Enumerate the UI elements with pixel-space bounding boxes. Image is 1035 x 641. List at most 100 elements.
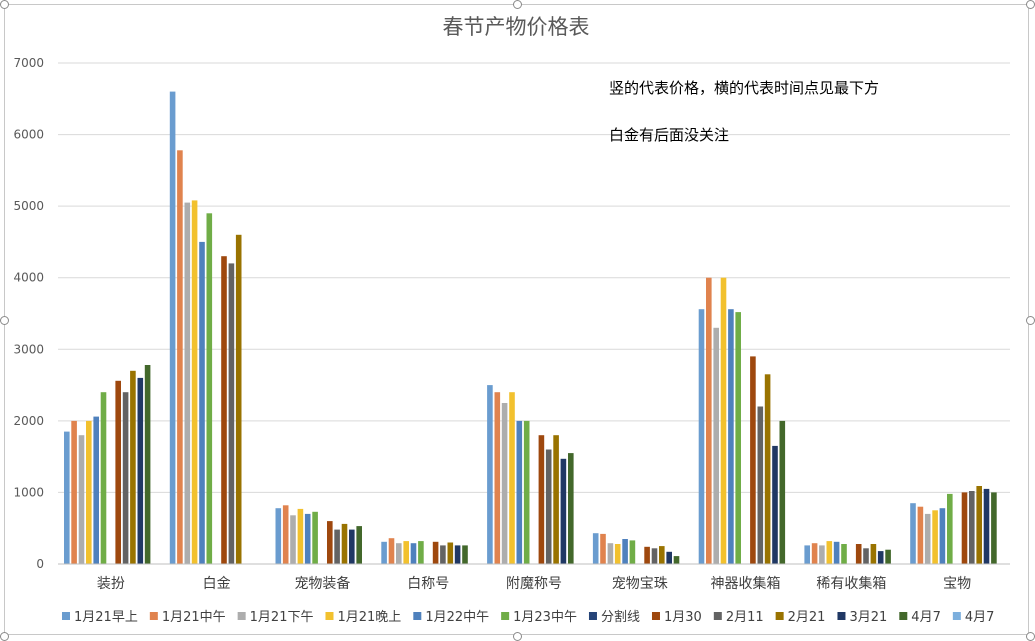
- legend-entry-label: 1月21晚上: [337, 610, 401, 625]
- bar: [600, 533, 606, 564]
- bar: [877, 551, 884, 564]
- bar: [169, 91, 176, 564]
- x-category-label: 装扮: [97, 576, 125, 592]
- bar: [122, 392, 129, 564]
- bar: [418, 541, 424, 564]
- bar: [327, 521, 333, 564]
- bar: [93, 416, 99, 564]
- y-tick-label: 0: [36, 557, 44, 571]
- bar: [297, 508, 304, 564]
- bar: [932, 510, 938, 564]
- bar: [553, 435, 559, 564]
- bar: [64, 431, 70, 564]
- bar: [750, 356, 756, 564]
- bar: [841, 544, 847, 564]
- bar: [71, 420, 77, 564]
- bar: [454, 545, 461, 564]
- bar: [462, 545, 468, 564]
- x-category-label: 宠物宝珠: [612, 576, 668, 592]
- bar: [523, 420, 530, 564]
- bar: [706, 277, 712, 564]
- legend[interactable]: 1月21早上 1月21中午 1月21下午 1月21晚上 1月22中午 1月23中午 分割线 1…: [62, 609, 994, 625]
- resize-handle-middle-left[interactable]: [0, 316, 9, 325]
- y-tick-label: 6000: [13, 128, 44, 142]
- bar: [516, 420, 523, 564]
- bar: [607, 543, 614, 564]
- y-tick-label: 2000: [13, 414, 44, 428]
- bar: [388, 538, 395, 564]
- bar: [381, 541, 387, 564]
- bar: [191, 200, 198, 564]
- bar: [720, 277, 727, 564]
- bar: [659, 546, 665, 564]
- bar: [312, 511, 318, 564]
- bar: [924, 513, 931, 564]
- bar: [568, 453, 574, 564]
- bar: [206, 213, 213, 565]
- legend-entry-label: 2月11: [726, 610, 764, 625]
- legend-swatch: [588, 612, 597, 620]
- bar: [275, 508, 282, 564]
- bar: [969, 491, 975, 564]
- bar: [947, 493, 953, 564]
- bar: [396, 543, 402, 564]
- bar: [432, 541, 439, 564]
- legend-entry-label: 1月21下午: [250, 610, 314, 625]
- x-category-label: 宝物: [943, 576, 971, 592]
- legend-entry-label: 1月23中午: [513, 610, 577, 625]
- bar: [991, 492, 997, 564]
- bar: [651, 548, 658, 564]
- x-category-label: 白称号: [407, 576, 449, 592]
- bar: [673, 556, 680, 564]
- legend-entry-label: 4月7: [965, 610, 995, 625]
- legend-entry-label: 1月21早上: [74, 610, 138, 625]
- gridlines: [58, 62, 1010, 493]
- bar: [199, 241, 205, 564]
- annotation-platinum-note: 白金有后面没关注: [609, 126, 729, 144]
- bar: [410, 543, 417, 564]
- x-category-label: 宠物装备: [294, 575, 350, 592]
- bar: [764, 374, 771, 564]
- bar: [228, 263, 235, 564]
- bar: [115, 380, 121, 564]
- bar: [757, 406, 764, 564]
- legend-entry-label: 3月21: [849, 610, 887, 625]
- bar: [560, 458, 567, 564]
- legend-swatch: [501, 612, 510, 620]
- bar: [100, 392, 107, 564]
- bar: [863, 548, 869, 564]
- legend-swatch: [899, 612, 908, 620]
- bar: [772, 445, 778, 564]
- bar: [698, 309, 705, 564]
- legend-swatch: [651, 612, 660, 620]
- bar: [78, 435, 85, 564]
- bar: [779, 420, 786, 564]
- legend-swatch: [237, 612, 246, 620]
- legend-swatch: [149, 612, 158, 620]
- bar: [826, 541, 833, 564]
- bar: [885, 549, 891, 564]
- bar: [177, 150, 183, 565]
- bar: [487, 385, 493, 564]
- legend-swatch: [413, 612, 422, 620]
- legend-swatch: [62, 612, 70, 620]
- resize-handle-top-left[interactable]: [0, 0, 9, 9]
- resize-handle-top-center[interactable]: [513, 0, 522, 9]
- bar: [130, 370, 136, 564]
- x-axis-categories: 装扮 白金 宠物装备 白称号 附魔称号 宠物宝珠 神器收集箱 稀有收集箱 宝物: [97, 575, 971, 592]
- y-tick-label: 3000: [13, 342, 44, 356]
- bar: [819, 545, 825, 564]
- x-category-label: 白金: [203, 576, 231, 592]
- bar: [290, 515, 296, 564]
- bar: [356, 526, 362, 564]
- bar: [304, 513, 311, 564]
- bar: [917, 506, 924, 564]
- bar: [961, 492, 968, 564]
- y-tick-label: 4000: [13, 271, 44, 285]
- bar: [644, 546, 650, 564]
- bar: [545, 449, 552, 564]
- legend-entry-label: 4月7: [911, 610, 941, 625]
- legend-swatch: [775, 612, 784, 620]
- legend-entry-label: 1月21中午: [162, 610, 226, 625]
- chart-title: 春节产物价格表: [443, 15, 590, 39]
